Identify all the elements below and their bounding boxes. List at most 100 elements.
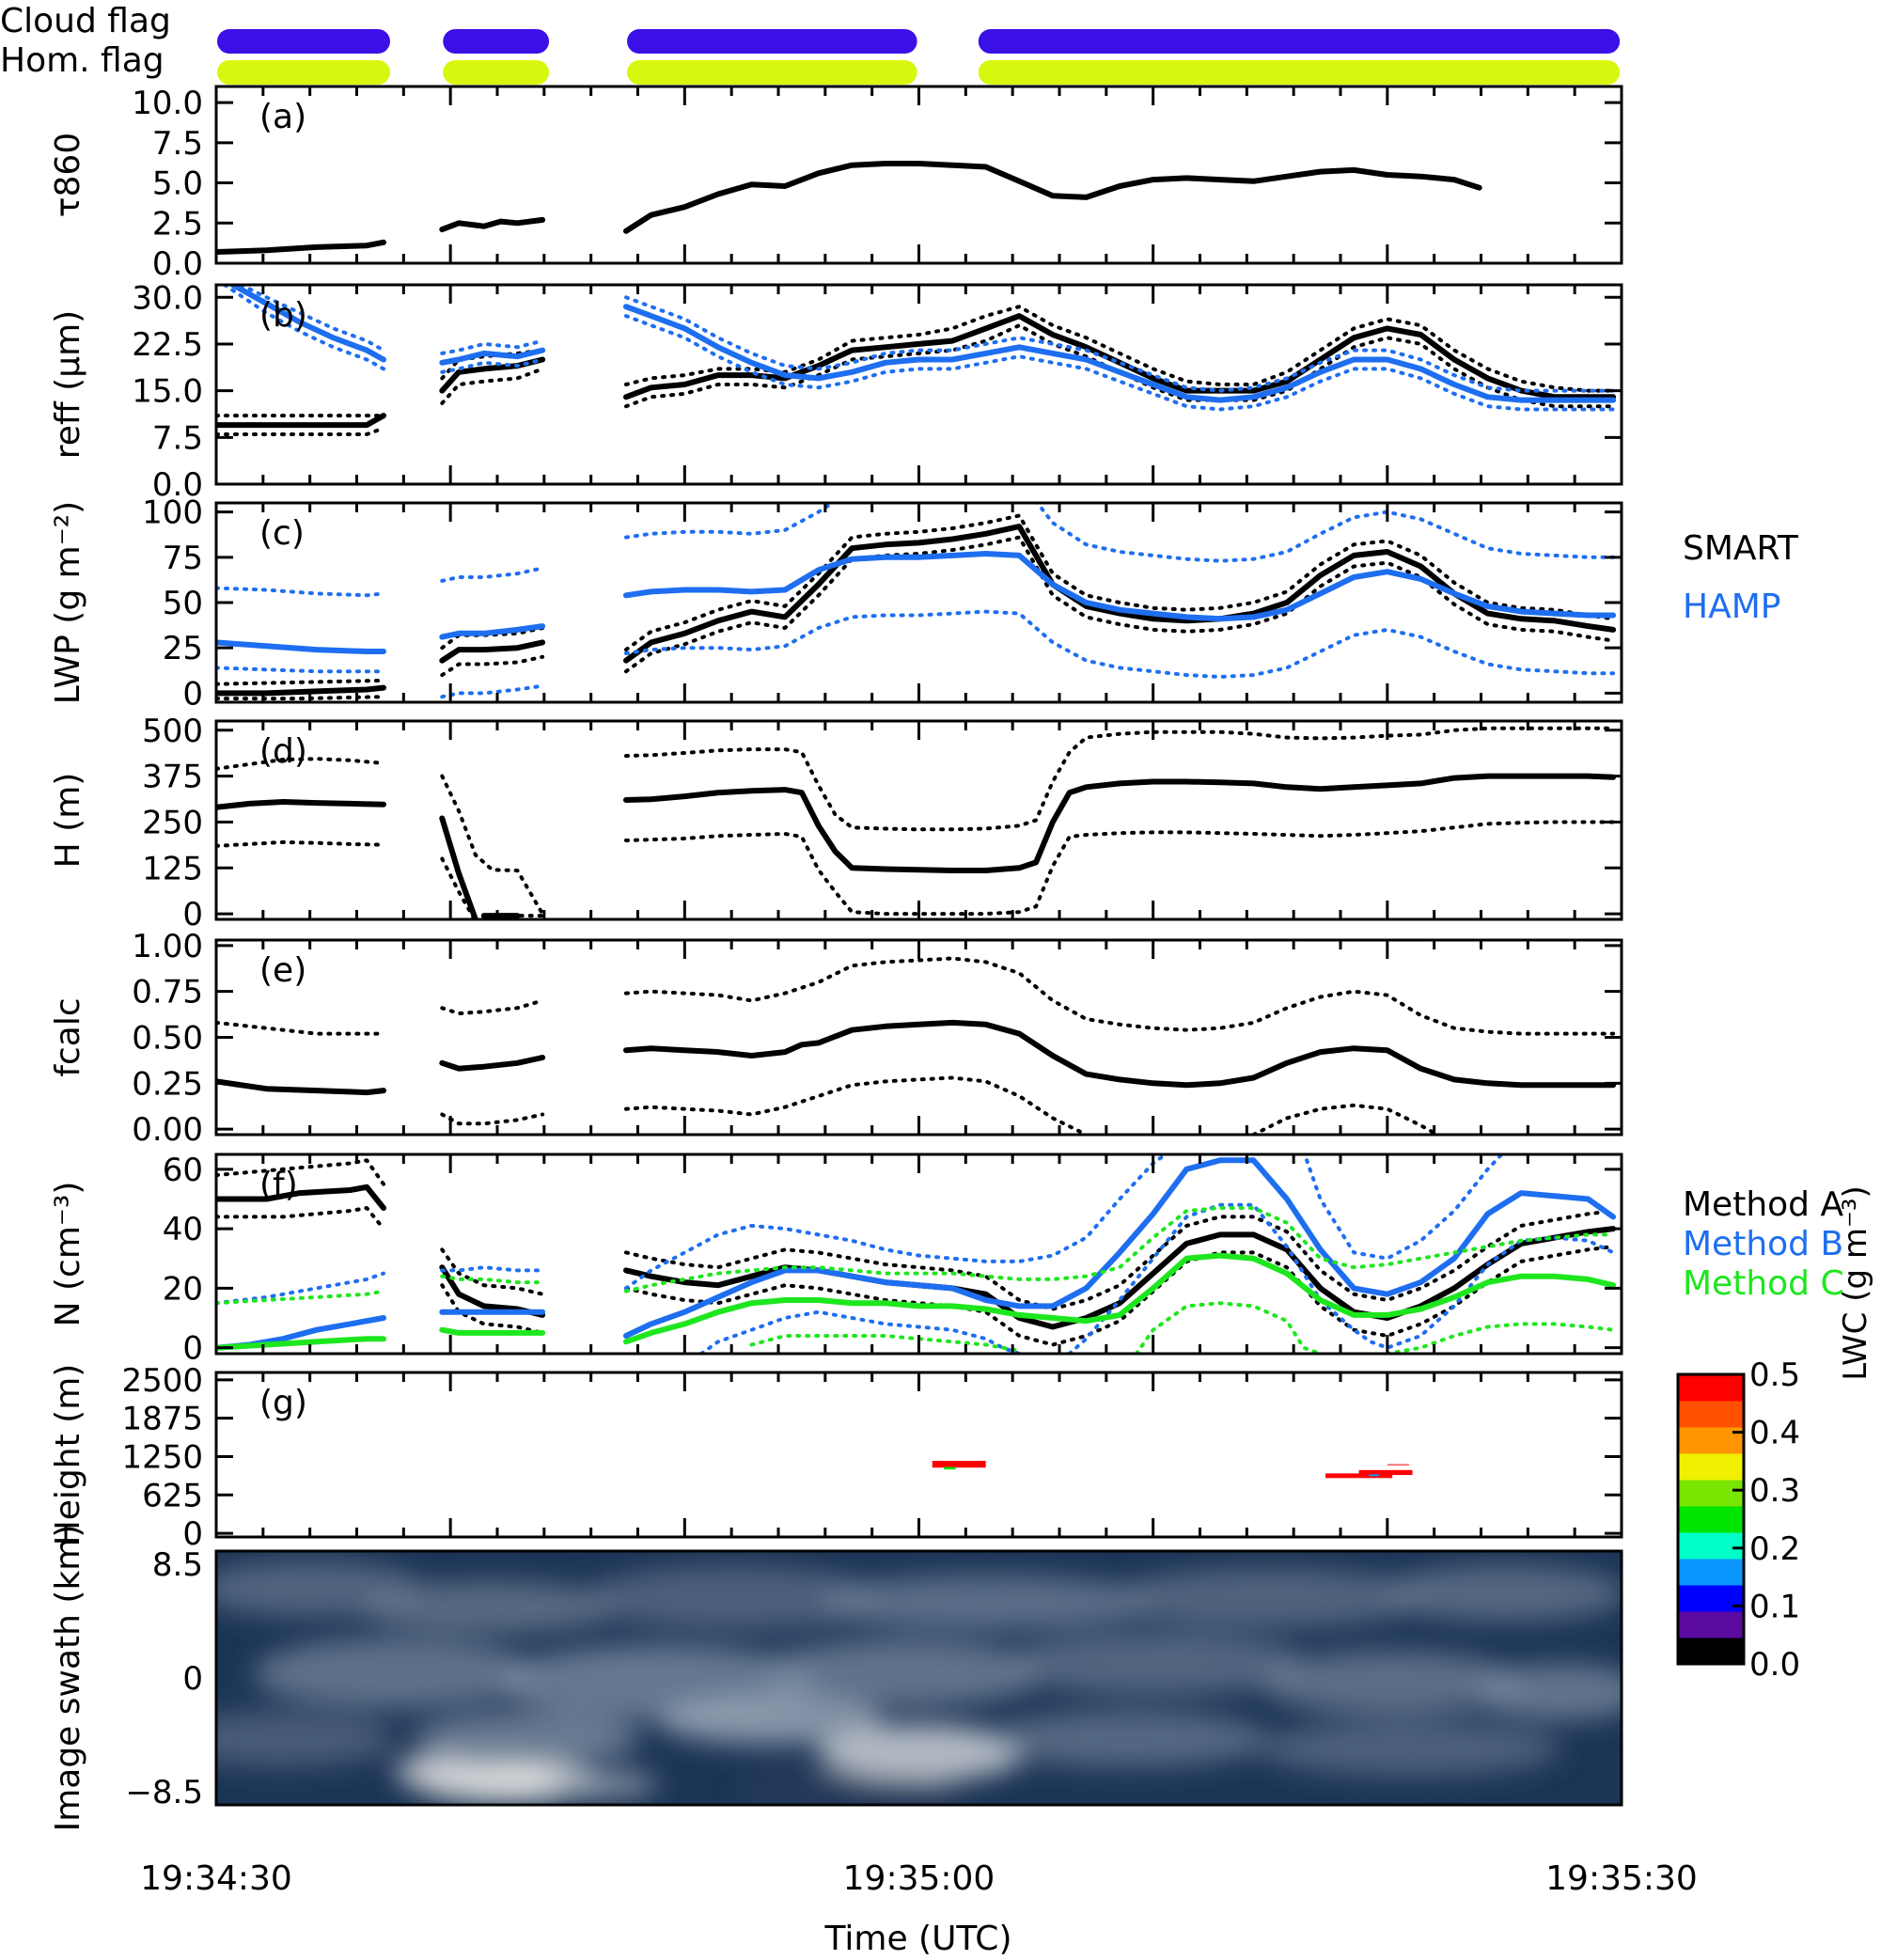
colorbar-tick-label: 0.4 bbox=[1749, 1415, 1800, 1452]
series-b-hamp-lower bbox=[624, 314, 1616, 412]
panel-frame-b bbox=[214, 283, 1623, 486]
ytick-label-e: 0.75 bbox=[132, 974, 203, 1011]
colorbar-tick-label: 0.3 bbox=[1749, 1472, 1800, 1510]
panel-d: 0 125 250 375 500 (d) H (m) bbox=[49, 713, 1623, 933]
series-f-method-c bbox=[623, 1252, 1617, 1345]
series-f-method-b bbox=[623, 1157, 1617, 1339]
lwc-patch-0 bbox=[932, 1461, 986, 1468]
series-f-method-c-upper bbox=[440, 1274, 545, 1285]
series-d-h bbox=[216, 799, 386, 810]
series-e-f-upper bbox=[624, 956, 1616, 1036]
series-d-h-lower bbox=[440, 856, 478, 919]
panel-frame-g bbox=[214, 1371, 1623, 1539]
ytick-label-g: 1250 bbox=[121, 1438, 203, 1476]
image-swath-clouds bbox=[216, 1560, 1622, 1804]
series-c-hamp bbox=[439, 623, 546, 640]
ytick-label-b: 0.0 bbox=[152, 466, 203, 504]
lwc-patch-4 bbox=[1387, 1464, 1409, 1466]
ylabel-b: reff (μm) bbox=[49, 310, 87, 459]
ytick-label-d: 375 bbox=[142, 759, 203, 796]
colorbar-tick-label: 0.5 bbox=[1749, 1356, 1800, 1394]
panel-e: 0.00 0.25 0.50 0.75 1.00 (e) fcalc bbox=[49, 928, 1623, 1149]
legend-entry-method-c: Method C bbox=[1683, 1264, 1844, 1303]
ytick-label-d: 500 bbox=[142, 713, 203, 750]
colorbar-tick-label: 0.2 bbox=[1749, 1530, 1800, 1568]
colorbar-swatch-0 bbox=[1678, 1638, 1744, 1665]
colorbar-frame bbox=[1676, 1372, 1746, 1666]
series-e-f-lower bbox=[1251, 1103, 1440, 1135]
series-c-hamp-lower bbox=[216, 666, 385, 674]
ytick-label-d: 125 bbox=[142, 850, 203, 887]
ylabel-c: LWP (g m⁻²) bbox=[49, 501, 87, 704]
x-tick-label: 19:35:00 bbox=[843, 1859, 995, 1898]
cloud-flag-label: Cloud flag bbox=[0, 2, 171, 40]
ytick-label-f: 20 bbox=[163, 1270, 203, 1308]
series-e-f-upper bbox=[216, 1020, 385, 1036]
series-f-method-a-upper bbox=[624, 1209, 1616, 1311]
ytick-label-f: 0 bbox=[182, 1330, 203, 1368]
ylabel-d: H (m) bbox=[49, 773, 87, 869]
ytick-label-d: 0 bbox=[182, 896, 203, 933]
ytick-label-a: 10.0 bbox=[132, 85, 203, 122]
ytick-label-g: 0 bbox=[182, 1515, 203, 1553]
series-b-hamp-lower bbox=[222, 285, 385, 371]
series-c-hamp-upper bbox=[440, 566, 545, 583]
ytick-label-b: 15.0 bbox=[132, 373, 203, 411]
ylabel-h: Image swath (km) bbox=[49, 1525, 87, 1832]
colorbar-swatch-2 bbox=[1678, 1585, 1744, 1612]
ytick-label-g: 625 bbox=[142, 1477, 203, 1514]
colorbar-swatch-4 bbox=[1678, 1532, 1744, 1560]
series-c-smart-lower bbox=[440, 654, 545, 678]
x-tick-label: 19:35:30 bbox=[1545, 1859, 1698, 1898]
legend-entry-method-b: Method B bbox=[1683, 1225, 1843, 1263]
series-f-method-b-upper bbox=[1302, 1154, 1505, 1261]
series-f-method-c-upper bbox=[624, 1206, 1616, 1294]
ytick-label-a: 5.0 bbox=[152, 165, 203, 203]
ytick-label-h: 0 bbox=[182, 1660, 203, 1698]
series-f-method-b-lower bbox=[699, 1309, 1022, 1354]
series-e-f bbox=[216, 1078, 386, 1096]
legend-entry-method-a: Method A bbox=[1683, 1185, 1843, 1224]
series-f-method-b-upper bbox=[624, 1154, 1169, 1291]
lwc-patch-2 bbox=[1325, 1473, 1393, 1479]
ytick-label-a: 2.5 bbox=[152, 205, 203, 243]
ytick-label-a: 0.0 bbox=[152, 245, 203, 283]
series-f-method-c-lower bbox=[749, 1334, 1022, 1353]
panel-tag-e: (e) bbox=[259, 951, 306, 990]
series-b-hamp bbox=[623, 304, 1617, 403]
series-d-h bbox=[623, 773, 1617, 873]
series-c-hamp-lower bbox=[440, 683, 545, 699]
series-f-method-c bbox=[439, 1326, 546, 1336]
ytick-label-f: 40 bbox=[163, 1211, 203, 1248]
ytick-label-g: 1875 bbox=[121, 1401, 203, 1438]
series-b-smart-upper bbox=[624, 305, 1616, 393]
ylabel-e: fcalc bbox=[49, 997, 87, 1076]
ytick-label-d: 250 bbox=[142, 804, 203, 841]
panel-h: −8.5 0 8.5 Image swath (km) bbox=[49, 1525, 1623, 1832]
ytick-label-h: −8.5 bbox=[125, 1774, 203, 1811]
image-swath-panel bbox=[214, 1549, 1623, 1807]
series-b-smart-lower bbox=[216, 426, 385, 436]
colorbar-label: LWC (g m⁻³) bbox=[1837, 1185, 1874, 1381]
series-c-smart-upper bbox=[624, 513, 1616, 652]
panel-tag-b: (b) bbox=[259, 296, 307, 335]
x-tick-labels: 19:34:30 19:35:00 19:35:30 bbox=[140, 1859, 1698, 1898]
ylabel-a: τ860 bbox=[49, 133, 87, 217]
series-b-smart-lower bbox=[440, 367, 545, 405]
series-e-f-lower bbox=[624, 1075, 1089, 1135]
series-a-smart bbox=[623, 161, 1482, 234]
lwc-patch-1 bbox=[944, 1466, 956, 1470]
ylabel-g: Height (m) bbox=[49, 1364, 87, 1546]
series-f-method-b-upper bbox=[440, 1265, 545, 1273]
series-d-h-upper bbox=[440, 774, 545, 917]
legend-smart-hamp: SMART HAMP bbox=[1683, 529, 1799, 626]
series-b-hamp-lower bbox=[440, 357, 545, 374]
series-b-hamp bbox=[229, 285, 386, 363]
ytick-label-b: 22.5 bbox=[132, 326, 203, 364]
lwc-colorbar: 0.0 0.1 0.2 0.3 0.4 0.5 bbox=[1676, 1356, 1800, 1684]
ytick-label-b: 7.5 bbox=[152, 419, 203, 457]
ytick-label-h: 8.5 bbox=[152, 1546, 203, 1584]
image-swath-frame bbox=[214, 1549, 1623, 1807]
